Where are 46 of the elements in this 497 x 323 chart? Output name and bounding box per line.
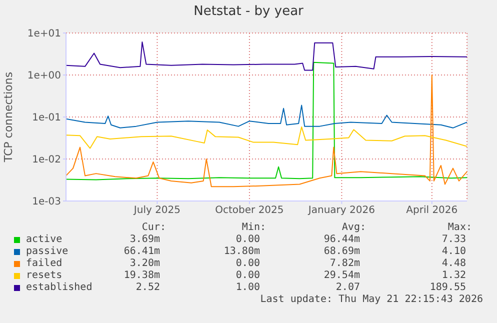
text: 96.44m [324, 234, 360, 245]
text: 19.38m [124, 270, 160, 281]
text: 1.00 [236, 282, 260, 293]
chart-title: Netstat - by year [192, 4, 304, 19]
text: 7.82m [330, 258, 360, 269]
text: Max: [448, 222, 472, 233]
text: Last update: Thu May 21 22:15:43 2026 [260, 294, 483, 305]
text: 2.52 [136, 282, 160, 293]
text: 1.32 [442, 270, 466, 281]
text: 4.10 [442, 246, 466, 257]
legend-label: established [26, 282, 92, 293]
x-tick-label: July 2025 [132, 205, 181, 216]
y-tick-label: 1e-01 [32, 112, 61, 124]
x-tick-label: October 2025 [215, 205, 284, 216]
y-tick-label: 1e-02 [32, 154, 61, 166]
text: 3.69m [130, 234, 160, 245]
text: 2.07 [336, 282, 360, 293]
text: Cur: [142, 222, 166, 233]
line-series [66, 62, 467, 180]
text: 0.00 [236, 234, 260, 245]
text: Avg: [342, 222, 366, 233]
line-series [66, 74, 467, 188]
text: 0.00 [236, 270, 260, 281]
y-tick-label: 1e+01 [27, 28, 61, 40]
line-series [66, 42, 467, 71]
text: 189.55 [430, 282, 466, 293]
text: 66.41m [124, 246, 160, 257]
text: 0.00 [236, 258, 260, 269]
text: 7.33 [442, 234, 466, 245]
text: 3.20m [130, 258, 160, 269]
x-tick-label: January 2026 [307, 205, 375, 216]
text: 13.80m [224, 246, 260, 257]
line-series [66, 126, 467, 149]
legend-label: passive [26, 246, 68, 257]
legend-label: failed [26, 258, 62, 269]
x-tick-label: April 2026 [406, 205, 458, 216]
text: 29.54m [324, 270, 360, 281]
y-tick-label: 1e+00 [27, 70, 61, 82]
text: 68.69m [324, 246, 360, 257]
text: 4.48 [442, 258, 466, 269]
legend-label: resets [26, 270, 62, 281]
line-series [66, 104, 467, 128]
y-tick-label: 1e-03 [32, 196, 61, 208]
y-axis-title: TCP connections [2, 72, 15, 164]
legend-label: active [26, 234, 62, 245]
text: Min: [242, 222, 266, 233]
